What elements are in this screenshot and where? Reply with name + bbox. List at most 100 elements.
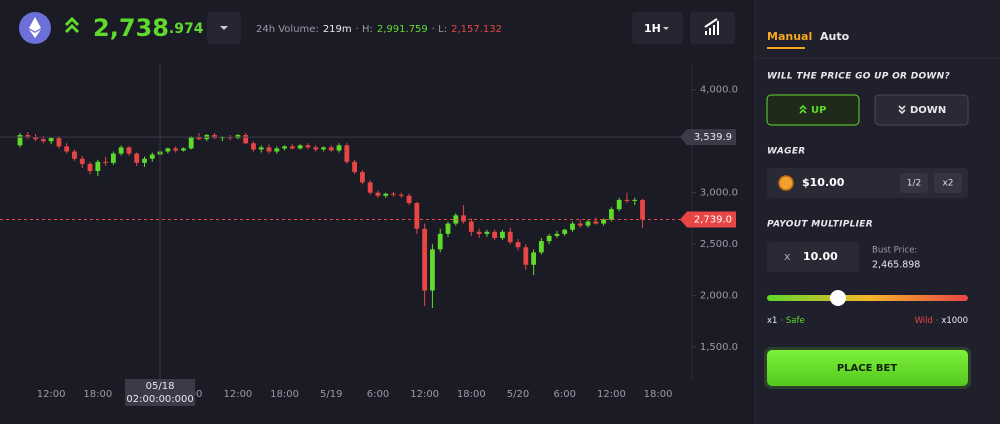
candle-body [445,223,451,234]
down-label: DOWN [910,105,946,116]
candle-body [17,135,23,146]
candle-body [25,135,31,138]
candle-body [476,231,482,234]
candle-body [375,192,381,196]
down-icon [898,105,906,115]
candle-body [624,199,630,201]
y-tick-label: 4,000.0 [700,85,738,96]
down-button[interactable] [874,94,969,126]
x-tick-label: 12:00 [597,389,626,400]
x-tick-label: 5/20 [507,389,529,400]
candle-body [243,135,249,144]
stats: 24h Volume: 219m · H: 2,991.759 · L: 2,157.13… [256,24,502,35]
double: x2 [942,179,953,189]
candle-body [577,223,583,226]
candle-body [87,163,93,172]
price-integer: 2,738 [93,14,169,42]
interval-button[interactable] [632,12,683,44]
current-price: 2,738.974 [93,14,204,42]
candle-body [336,145,342,151]
question: WILL THE PRICE GO UP OR DOWN? [767,72,950,82]
y-tick-label: 3,000.0 [700,188,738,199]
crosshair-time: 02:00:00:000 [126,394,193,405]
y-tick-label: 2,500.0 [700,239,738,250]
candle-body [538,241,544,253]
volume: 219m [323,24,352,35]
max: x1000 [941,316,968,326]
candle-body [406,195,412,203]
place-bet-button[interactable] [767,350,968,386]
crosshair-y-label: 3,539.9 [694,132,732,143]
candle-body [235,135,241,139]
candle-body [585,221,591,226]
crosshair-x-tag [125,379,196,406]
crosshair-date: 05/18 [146,381,175,392]
slider-knob[interactable] [830,290,846,306]
tab-auto[interactable]: Auto [820,30,850,43]
x-tick-label: 18:00 [457,389,486,400]
candle-body [531,252,537,265]
candle-body [95,161,101,172]
chart-type-button[interactable] [690,12,735,44]
candle-body [616,199,622,210]
candle-body [367,182,373,193]
candle-body [110,153,116,163]
candle-body [640,199,645,220]
candle-body [398,194,404,196]
price-tag [680,211,736,228]
candle-body [274,148,280,152]
safe: · Safe [780,316,804,326]
candle-body [297,145,303,149]
candle-body [313,147,319,150]
x-tick-label: 12:00 [223,389,252,400]
x-tick-label: 18:00 [644,389,673,400]
max-label: Wild · x1000 [915,316,968,326]
candle-body [414,202,420,229]
candle-body [142,158,147,163]
candle-body [305,145,311,148]
candle-body [321,147,326,150]
wager: $10.00 [802,176,845,189]
candle-body [632,199,638,201]
bust-label: Bust Price: [872,246,917,256]
candle-body [40,139,46,142]
chart-background [0,0,755,424]
candle-body [219,137,225,139]
candle-body [56,138,62,147]
interval-arrow [663,27,669,30]
candle-body [492,231,498,238]
payout: 10.00 [803,250,838,263]
y-tick-label: 1,500.0 [700,342,738,353]
multiplier-slider[interactable] [767,295,968,301]
high: 2,991.759 [377,24,428,35]
price-decimal: .974 [169,21,204,37]
chart-type-icon [704,18,719,35]
crosshair-y-tag [680,129,736,146]
candle-body [227,137,233,139]
up-button[interactable] [766,94,860,126]
candle-body [48,138,54,142]
interval: 1H [644,22,661,35]
x-tick-label: 18:00 [83,389,112,400]
candle-body [500,231,505,238]
candle-body [554,233,560,236]
candle-body [422,228,428,291]
candle-body [515,242,521,248]
candle-body [149,154,155,159]
candle-body [212,135,217,139]
candle-body [608,209,614,220]
candle-body [282,146,287,149]
eth-logo [29,17,41,38]
tab-manual[interactable]: Manual [767,30,812,43]
low-label: · L: [432,24,447,35]
half-button[interactable] [900,173,928,193]
up-trend-icon [64,16,80,34]
payout-input[interactable] [767,242,859,272]
double-button[interactable] [934,173,962,193]
candle-body [570,223,575,230]
candle-body [328,147,334,151]
payout-prefix: x [784,250,791,263]
min: x1 [767,316,777,326]
bust-price: 2,465.898 [872,260,920,271]
candle-body [507,231,513,243]
